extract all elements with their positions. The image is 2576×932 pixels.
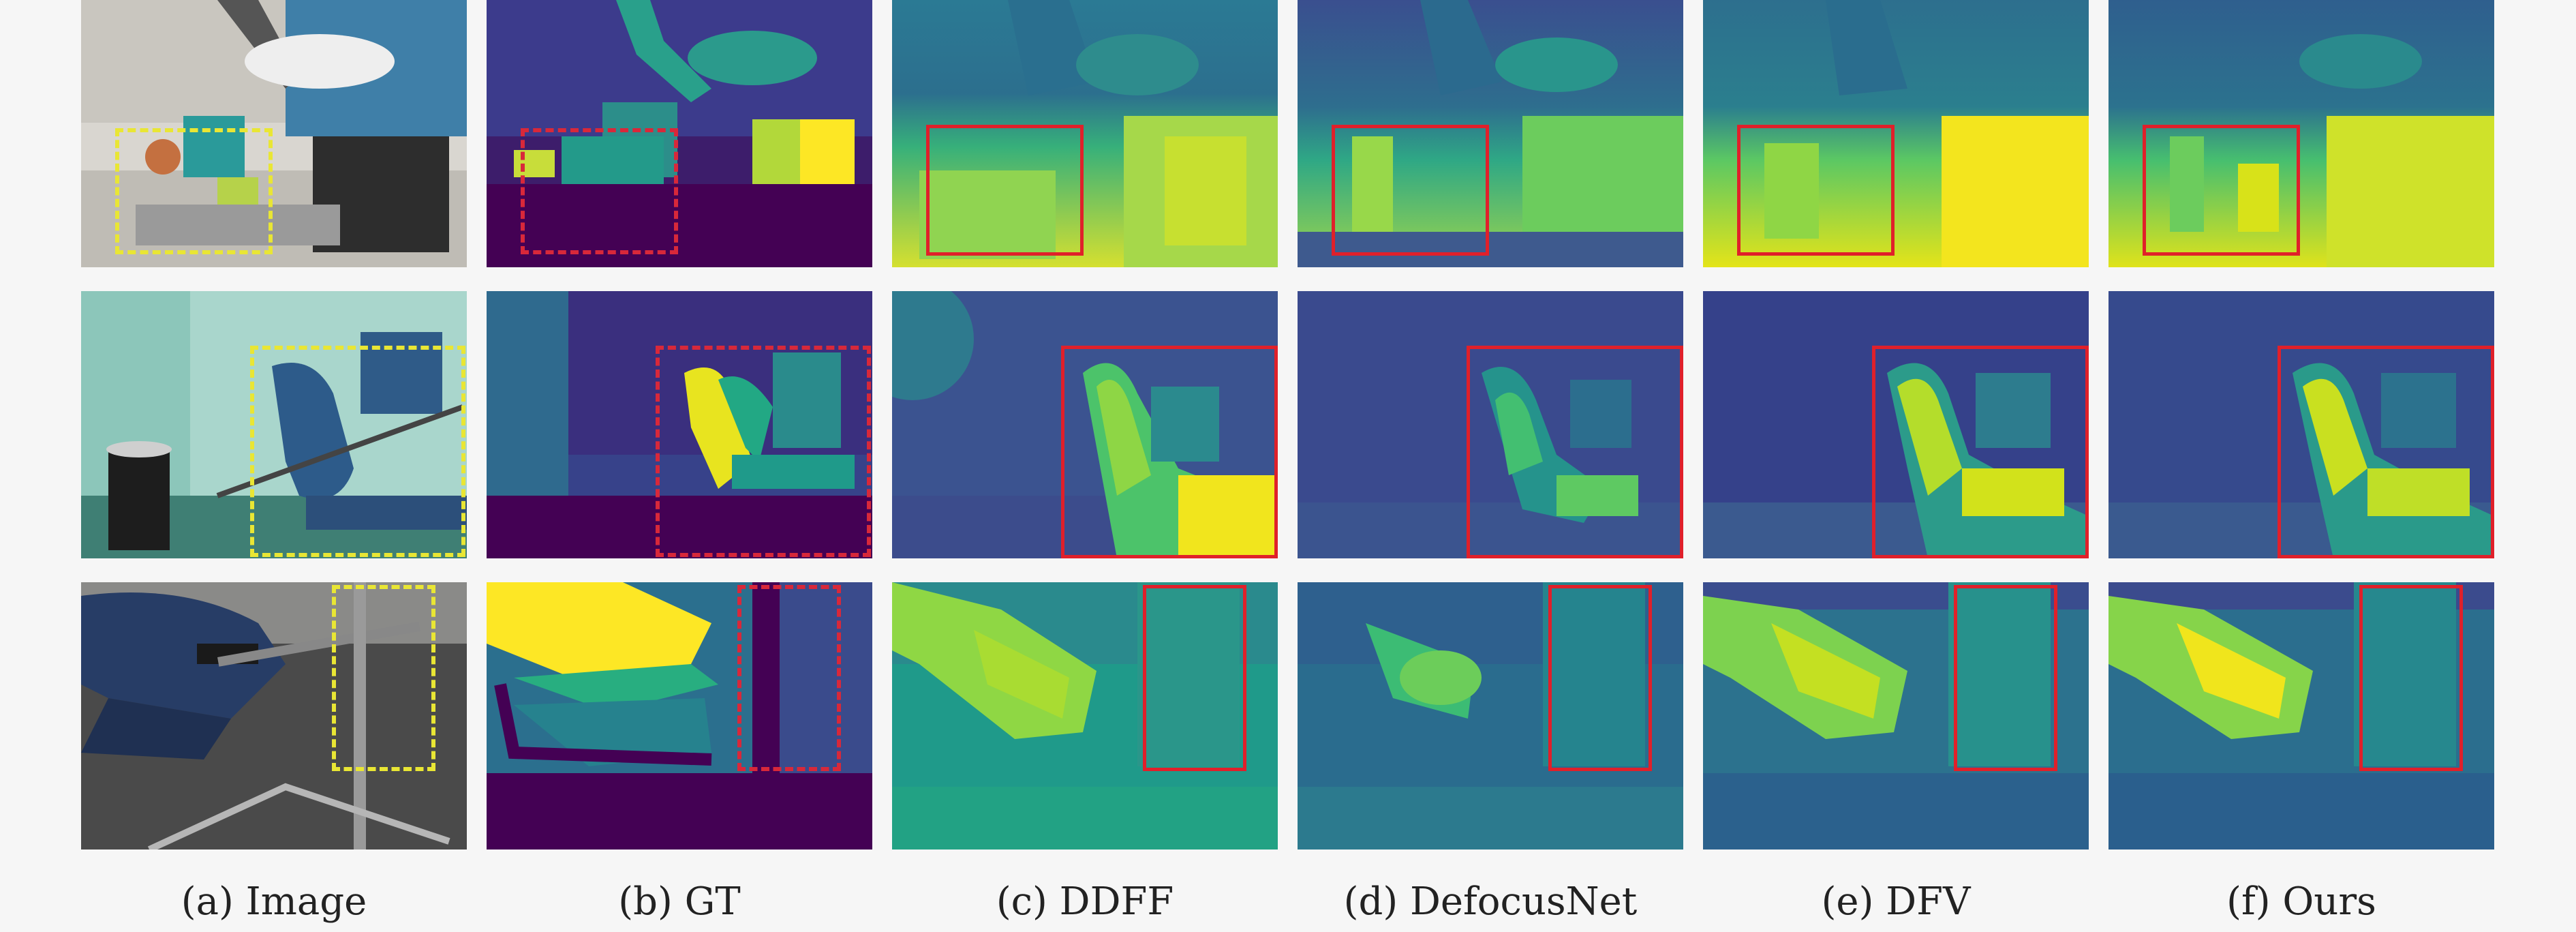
row1-dfv-highlight-box [1737, 125, 1895, 256]
row1-ddff-depthmap [892, 0, 1278, 267]
row2-defocusnet-depthmap [1298, 291, 1683, 558]
row1-gt-dashed-box [521, 128, 678, 254]
row3-dfv [1703, 582, 2089, 850]
caption-defocusnet: (d) DefocusNet [1343, 880, 1638, 924]
row1-ours [2109, 0, 2494, 267]
row2-image-photo [81, 291, 467, 558]
row1-image-photo [81, 0, 467, 267]
row1-ddff [892, 0, 1278, 267]
caption-gt: (b) GT [618, 880, 741, 924]
row3-image [81, 582, 467, 850]
row3-gt-depthmap [487, 582, 872, 850]
row3-ours-highlight-box [2359, 585, 2463, 771]
row1-gt [487, 0, 872, 267]
row2-ours-highlight-box [2278, 346, 2494, 558]
row1-ours-highlight-box [2143, 125, 2300, 256]
caption-dfv: (e) DFV [1821, 880, 1971, 924]
row3-ddff-highlight-box [1143, 585, 1246, 771]
figure-grid [81, 0, 2494, 850]
row3-ddff-depthmap [892, 582, 1278, 850]
row1-dfv [1703, 0, 2089, 267]
caption-ours: (f) Ours [2226, 880, 2376, 924]
row3-ddff [892, 582, 1278, 850]
row1-defocusnet-depthmap [1298, 0, 1683, 267]
row2-ours-depthmap [2109, 291, 2494, 558]
row1-defocusnet [1298, 0, 1683, 267]
row3-image-dashed-box [332, 585, 435, 771]
row3-gt-dashed-box [737, 585, 841, 771]
row2-ours [2109, 291, 2494, 558]
row3-defocusnet-depthmap [1298, 582, 1683, 850]
row2-ddff-depthmap [892, 291, 1278, 558]
row1-image-dashed-box [115, 128, 273, 254]
row2-image [81, 291, 467, 558]
row1-defocusnet-highlight-box [1332, 125, 1489, 256]
row1-gt-depthmap [487, 0, 872, 267]
row2-ddff [892, 291, 1278, 558]
row2-image-dashed-box [250, 346, 465, 557]
row3-image-photo [81, 582, 467, 850]
row3-ours-depthmap [2109, 582, 2494, 850]
row2-ddff-highlight-box [1061, 346, 1278, 558]
row3-defocusnet [1298, 582, 1683, 850]
caption-ddff: (c) DDFF [996, 880, 1174, 924]
row3-defocusnet-highlight-box [1548, 585, 1652, 771]
row1-image [81, 0, 467, 267]
row2-gt [487, 291, 872, 558]
row2-dfv-depthmap [1703, 291, 2089, 558]
row2-defocusnet-highlight-box [1467, 346, 1683, 558]
caption-row: (a) Image (b) GT (c) DDFF (d) DefocusNet… [81, 880, 2494, 924]
row2-gt-dashed-box [656, 346, 871, 557]
row1-dfv-depthmap [1703, 0, 2089, 267]
row1-ddff-highlight-box [926, 125, 1084, 256]
row3-dfv-highlight-box [1954, 585, 2057, 771]
row3-ours [2109, 582, 2494, 850]
row3-gt [487, 582, 872, 850]
row2-gt-depthmap [487, 291, 872, 558]
row2-dfv [1703, 291, 2089, 558]
row2-dfv-highlight-box [1872, 346, 2089, 558]
row1-ours-depthmap [2109, 0, 2494, 267]
row2-defocusnet [1298, 291, 1683, 558]
caption-image: (a) Image [181, 880, 367, 924]
